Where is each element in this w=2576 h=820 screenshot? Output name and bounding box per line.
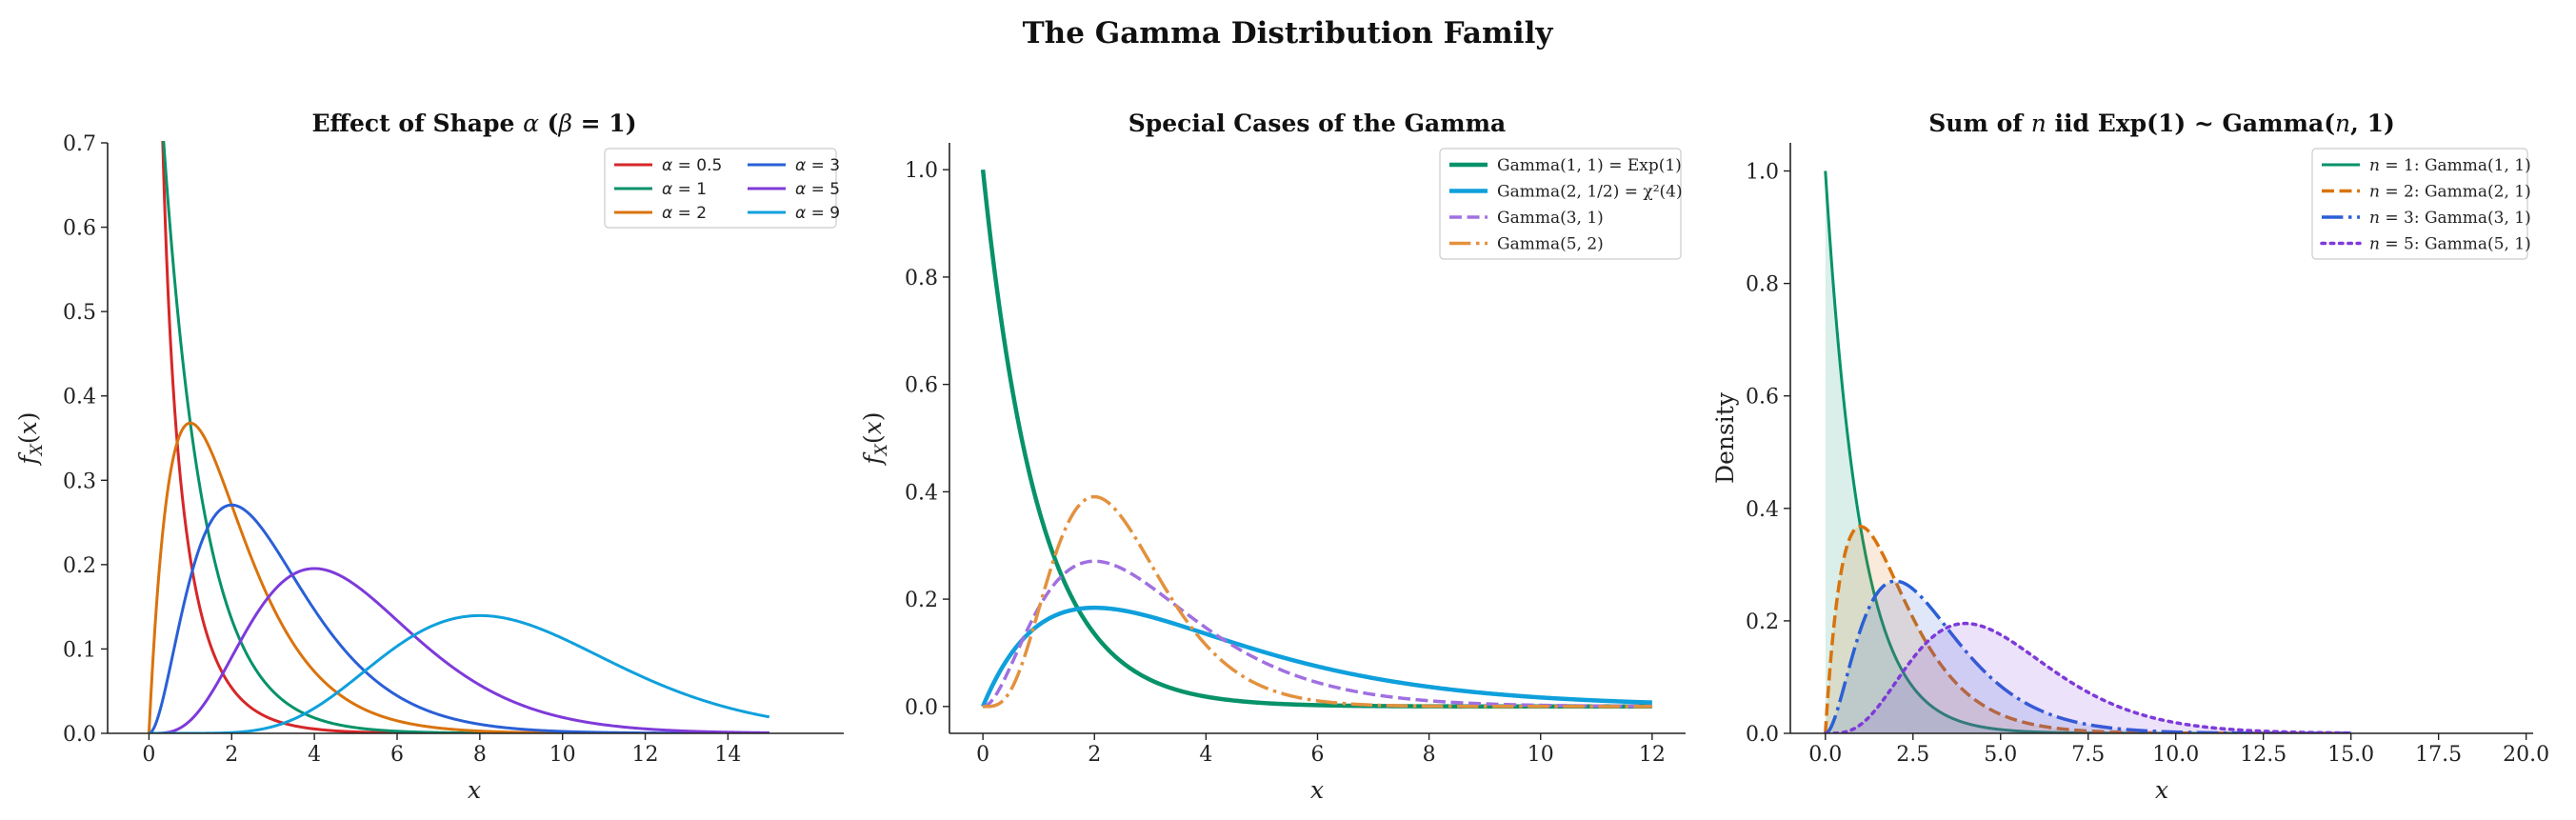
series-line-3: [982, 559, 1653, 709]
plot-area: [980, 169, 1653, 710]
series-line-3: [1824, 579, 2352, 733]
y-tick-label: 0.8: [1746, 273, 1779, 297]
x-tick-label: 17.5: [2415, 743, 2462, 767]
series-line-2: [981, 605, 1653, 708]
y-tick-label: 0.6: [1746, 386, 1779, 410]
x-tick-label: 0: [976, 743, 989, 767]
x-tick-label: 10.0: [2152, 743, 2199, 767]
x-tick-label: 15.0: [2327, 743, 2374, 767]
legend-box: [2311, 148, 2528, 260]
panel-title: Special Cases of the Gamma: [1128, 110, 1507, 137]
legend-label-4: α = 3: [795, 156, 840, 175]
y-tick-label: 0.0: [905, 696, 938, 720]
legend-label-1: Gamma(1, 1) = Exp(1): [1497, 156, 1682, 175]
x-tick-label: 4: [1199, 743, 1212, 767]
legend: α = 0.5 α = 1 α = 2 α = 3 α = 5 α = 9: [604, 148, 840, 229]
x-tick-label: 4: [308, 743, 321, 767]
x-tick-label: 2: [225, 743, 238, 767]
y-tick-label: 1.0: [1746, 161, 1779, 185]
legend: Gamma(1, 1) = Exp(1) Gamma(2, 1/2) = χ²(4…: [1439, 148, 1683, 260]
legend-label-2: Gamma(2, 1/2) = χ²(4): [1497, 183, 1683, 202]
legend-label-3: α = 2: [662, 204, 707, 223]
series-fill-1: [1825, 170, 2351, 733]
legend-label-2: α = 1: [662, 180, 707, 199]
series-line-5: [149, 567, 770, 733]
legend-label-6: α = 9: [795, 204, 840, 223]
legend: n = 1: Gamma(1, 1) n = 2: Gamma(2, 1) n = …: [2311, 148, 2531, 260]
x-axis-label: x: [2155, 776, 2168, 804]
x-axis-label: x: [1310, 776, 1324, 804]
x-tick-label: 6: [1311, 743, 1325, 767]
x-tick-label: 2: [1088, 743, 1101, 767]
y-tick-label: 0.8: [905, 267, 938, 290]
y-tick-label: 0.6: [905, 374, 938, 398]
x-tick-label: 2.5: [1896, 743, 1929, 767]
legend-box: [604, 148, 837, 229]
y-tick-label: 0.2: [905, 589, 938, 612]
legend-label-4: Gamma(5, 2): [1497, 235, 1604, 254]
x-tick-label: 12: [1639, 743, 1666, 767]
x-tick-label: 0: [142, 743, 155, 767]
x-tick-label: 8: [473, 743, 487, 767]
x-tick-label: 7.5: [2071, 743, 2105, 767]
x-tick-label: 12.5: [2240, 743, 2286, 767]
chart-panel-1: 0 2 4 6 8 10 12 14 0.0 0.1 0.2 0.3 0.4 0.5 0.6 0.7 Effec…: [14, 110, 844, 804]
x-tick-label: 8: [1423, 743, 1436, 767]
series-fill-2: [1825, 526, 2351, 733]
y-tick-label: 0.2: [1746, 610, 1779, 634]
series-fill-3: [1825, 581, 2351, 733]
y-tick-label: 0.3: [63, 470, 96, 493]
x-axis-label: x: [468, 776, 481, 804]
plot-area: [1824, 170, 2353, 733]
chart-panel-2: 0 2 4 6 8 10 12 0.0 0.2 0.4 0.6 0.8 1.0 Special Cases…: [859, 110, 1686, 804]
legend-label-4: n = 5: Gamma(5, 1): [2369, 235, 2531, 254]
x-tick-label: 10: [549, 743, 576, 767]
legend-label-5: α = 5: [795, 180, 840, 199]
y-axis-label: Density: [1711, 391, 1739, 484]
legend-label-1: n = 1: Gamma(1, 1): [2369, 156, 2531, 175]
x-tick-label: 20.0: [2503, 743, 2549, 767]
legend-label-1: α = 0.5: [662, 156, 722, 175]
y-tick-label: 1.0: [905, 159, 938, 183]
y-tick-label: 0.5: [63, 301, 96, 325]
series-line-2: [1824, 525, 2352, 733]
x-tick-label: 12: [632, 743, 659, 767]
x-tick-label: 10: [1528, 743, 1554, 767]
legend-label-3: Gamma(3, 1): [1497, 209, 1604, 228]
y-tick-label: 0.2: [63, 554, 96, 578]
y-axis-label: fX(x): [859, 411, 891, 466]
y-axis-label: fX(x): [14, 411, 47, 466]
x-tick-label: 6: [390, 743, 404, 767]
y-tick-label: 0.1: [63, 638, 96, 662]
x-tick-label: 14: [714, 743, 741, 767]
y-tick-label: 0.4: [63, 386, 96, 410]
y-tick-label: 0.0: [63, 723, 96, 747]
panel-title: Sum of n iid Exp(1) ~ Gamma(n, 1): [1928, 110, 2395, 137]
chart-panel-3: 0.0 2.5 5.0 7.5 10.0 12.5 15.0 17.5 20.0 0.0 0.2 0.…: [1711, 110, 2549, 804]
series-fill-4: [1825, 623, 2351, 733]
y-tick-label: 0.4: [1746, 498, 1779, 522]
series-line-6: [149, 613, 770, 733]
x-tick-label: 5.0: [1984, 743, 2017, 767]
x-tick-label: 0.0: [1808, 743, 1842, 767]
y-tick-label: 0.6: [63, 217, 96, 241]
legend-label-2: n = 2: Gamma(2, 1): [2369, 183, 2531, 202]
y-tick-label: 0.0: [1746, 723, 1779, 747]
legend-box: [1439, 148, 1682, 260]
series-line-3: [147, 421, 770, 733]
series-line-4: [982, 494, 1653, 709]
legend-label-3: n = 3: Gamma(3, 1): [2369, 209, 2531, 228]
figure-suptitle: The Gamma Distribution Family: [1023, 16, 1554, 50]
y-tick-label: 0.7: [63, 132, 96, 156]
panel-title: Effect of Shape α (β = 1): [311, 110, 636, 137]
chart-panels: 0 2 4 6 8 10 12 14 0.0 0.1 0.2 0.3 0.4 0.5 0.6 0.7 Effec…: [14, 110, 2549, 804]
y-tick-label: 0.4: [905, 481, 938, 505]
series-line-4: [1824, 621, 2353, 733]
